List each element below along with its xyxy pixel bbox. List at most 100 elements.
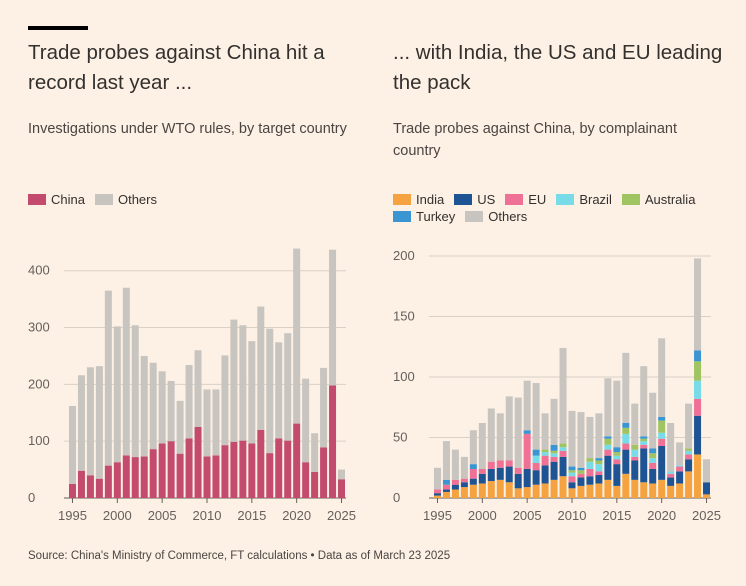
legend-swatch	[28, 194, 46, 205]
source-note: Source: China's Ministry of Commerce, FT…	[28, 550, 451, 562]
y-tick-label: 200	[393, 248, 415, 263]
bar-india-1996	[442, 491, 450, 498]
bar-india-2017	[631, 479, 639, 498]
y-tick-label: 300	[28, 320, 50, 335]
bar-china-2002	[131, 457, 139, 498]
bar-china-1999	[104, 465, 112, 498]
bar-us-2013	[595, 475, 603, 484]
legend-item-turkey: Turkey	[393, 209, 455, 224]
bar-us-2012	[586, 476, 594, 485]
legend-item-india: India	[393, 192, 444, 207]
bar-china-2008	[185, 438, 193, 498]
x-tick-label: 2005	[148, 508, 177, 523]
x-tick-label: 2020	[647, 508, 676, 523]
bar-us-2003	[505, 466, 513, 483]
bar-eu-2002	[496, 460, 504, 468]
bar-others-2024	[329, 249, 337, 386]
bar-brazil-2008	[550, 453, 558, 457]
bar-us-2023	[685, 459, 693, 472]
bar-us-2015	[613, 464, 621, 486]
bar-china-2003	[140, 456, 148, 498]
bar-eu-2004	[514, 467, 522, 474]
bar-india-1997	[451, 489, 459, 498]
bar-brazil-2007	[541, 452, 549, 456]
bar-china-2007	[176, 453, 184, 498]
bar-others-2008	[185, 365, 193, 439]
bar-china-2000	[113, 462, 121, 498]
bar-india-1998	[460, 487, 468, 498]
x-tick-label: 1995	[423, 508, 452, 523]
bar-china-2021	[302, 462, 310, 498]
bar-others-2004	[514, 397, 522, 468]
bar-eu-2000	[478, 468, 486, 474]
bar-australia-2023	[685, 448, 693, 451]
bar-others-2016	[257, 306, 265, 430]
bar-others-2007	[176, 400, 184, 454]
bar-eu-1997	[451, 479, 459, 485]
bar-others-1999	[469, 430, 477, 465]
bar-eu-2006	[532, 462, 540, 471]
bar-china-2023	[320, 447, 328, 498]
bar-others-2001	[487, 408, 495, 462]
bar-brazil-2009	[559, 447, 567, 451]
bar-china-2014	[239, 440, 247, 498]
bar-eu-2017	[631, 456, 639, 461]
bar-us-1998	[460, 482, 468, 488]
bar-us-1999	[469, 478, 477, 485]
bar-others-2015	[613, 380, 621, 448]
legend-item-others: Others	[94, 192, 157, 207]
bar-brazil-2016	[622, 433, 630, 444]
bar-eu-2005	[523, 433, 531, 469]
bar-australia-2013	[595, 460, 603, 465]
bar-us-2022	[676, 471, 684, 484]
bar-brazil-2024	[694, 380, 702, 399]
bar-others-1999	[104, 290, 112, 466]
bar-india-2023	[685, 471, 693, 498]
legend-swatch	[454, 194, 473, 205]
bar-china-1997	[86, 475, 94, 498]
bar-eu-2023	[685, 454, 693, 460]
bar-india-2006	[532, 484, 540, 498]
bar-others-2022	[311, 433, 319, 472]
bar-india-2007	[541, 483, 549, 498]
bar-turkey-2006	[532, 449, 540, 456]
bar-china-2017	[266, 453, 274, 498]
bar-others-2021	[302, 378, 310, 463]
bar-eu-1996	[442, 484, 450, 490]
bar-brazil-2015	[613, 455, 621, 460]
x-tick-label: 1995	[58, 508, 87, 523]
bar-turkey-2011	[577, 467, 585, 471]
bar-turkey-2020	[658, 416, 666, 421]
bar-others-2012	[586, 416, 594, 459]
legend-item-eu: EU	[505, 192, 546, 207]
bar-us-1997	[451, 484, 459, 490]
bar-others-1995	[433, 467, 441, 490]
legend-item-australia: Australia	[621, 192, 695, 207]
bar-eu-2007	[541, 455, 549, 466]
bar-australia-2020	[658, 420, 666, 433]
bar-brazil-2014	[604, 444, 612, 450]
bar-brazil-2017	[631, 449, 639, 457]
bar-eu-2015	[613, 459, 621, 465]
bar-eu-2024	[694, 398, 702, 416]
bar-india-2025	[703, 494, 711, 498]
y-tick-label: 0	[393, 490, 400, 505]
bar-india-2015	[613, 485, 621, 498]
bar-india-2004	[514, 488, 522, 498]
legend-label: China	[51, 192, 85, 207]
bar-others-2006	[532, 383, 540, 450]
bar-us-2004	[514, 473, 522, 489]
bar-us-1995	[433, 493, 441, 496]
bar-australia-2024	[694, 361, 702, 381]
bar-china-2025	[338, 479, 346, 498]
x-tick-label: 2025	[327, 508, 356, 523]
bar-others-2009	[194, 350, 202, 427]
bar-turkey-2024	[694, 350, 702, 362]
bar-us-2000	[478, 473, 486, 484]
bar-turkey-2005	[523, 430, 531, 434]
bar-others-2001	[122, 287, 130, 456]
bar-others-2016	[622, 352, 630, 423]
bar-others-1996	[77, 375, 85, 471]
bar-others-1995	[68, 405, 76, 484]
legend-swatch	[393, 194, 411, 205]
